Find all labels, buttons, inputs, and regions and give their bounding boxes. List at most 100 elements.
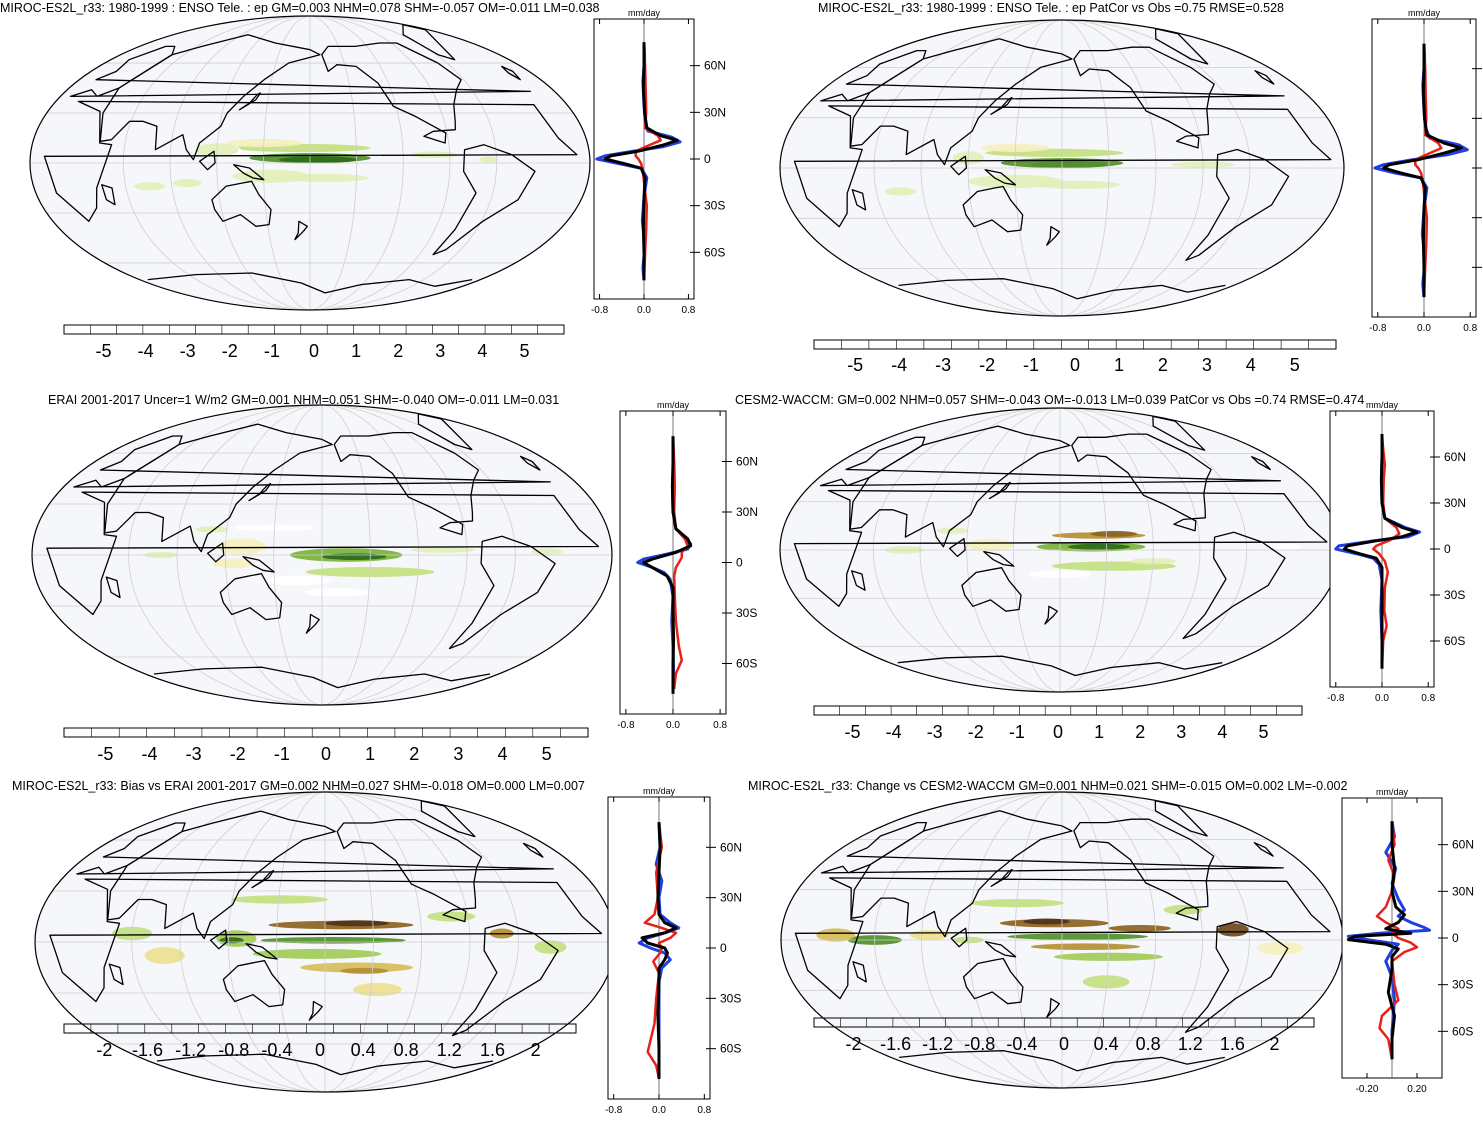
meridian-line bbox=[179, 792, 326, 1092]
x-tick-label: 0.8 bbox=[697, 1105, 711, 1116]
zonal-profile: mm/day 60N 30N 0 30S 60S -0.20 0.20 bbox=[1341, 787, 1474, 1095]
colorbar-tick-label: 0 bbox=[1059, 1034, 1069, 1054]
anomaly-region bbox=[173, 178, 202, 188]
coastline-africa bbox=[794, 877, 1331, 1000]
colorbar-tick-label: -4 bbox=[891, 355, 907, 375]
series-black bbox=[1346, 821, 1413, 1060]
panel-2: MIROC-ES2L_r33: 1980-1999 : ENSO Tele. :… bbox=[779, 1, 1482, 375]
coastline-greenland bbox=[420, 800, 476, 838]
anomaly-region bbox=[144, 947, 185, 964]
coastline-australia bbox=[222, 960, 286, 1008]
colorbar-tick-label: -3 bbox=[935, 355, 951, 375]
coastline-japan bbox=[990, 868, 1013, 887]
lat-tick-label: 60N bbox=[720, 840, 742, 854]
colorbar-tick-label: 1.2 bbox=[1178, 1034, 1203, 1054]
coastline-new-guinea bbox=[233, 164, 265, 181]
anomaly-region bbox=[231, 895, 328, 904]
colorbar-tick-label: -1 bbox=[264, 341, 280, 361]
anomaly-region bbox=[195, 526, 228, 533]
colorbar-tick-label: 0 bbox=[1070, 355, 1080, 375]
coastline-borneo bbox=[209, 929, 228, 950]
colorbar-frame bbox=[63, 1023, 577, 1034]
zonal-xlabel: mm/day bbox=[1408, 8, 1441, 18]
colorbar-tick-label: -5 bbox=[847, 355, 863, 375]
coastline-uk bbox=[1251, 456, 1271, 471]
meridian-line bbox=[309, 16, 498, 310]
panel-title: ERAI 2001-2017 Uncer=1 W/m2 GM=0.001 NHM… bbox=[48, 393, 559, 407]
colorbar-tick-label: 4 bbox=[497, 744, 507, 764]
coastline-south-america bbox=[451, 922, 559, 1037]
meridian-line bbox=[1059, 408, 1248, 692]
colorbar-tick-label: 5 bbox=[1290, 355, 1300, 375]
panel-1: MIROC-ES2L_r33: 1980-1999 : ENSO Tele. :… bbox=[0, 1, 726, 361]
coastline-madagascar bbox=[105, 576, 121, 599]
anomaly-region bbox=[322, 553, 387, 560]
colorbar-tick-label: 1 bbox=[1094, 722, 1104, 742]
map-content bbox=[780, 20, 1344, 316]
colorbar-tick-label: -2 bbox=[96, 1040, 112, 1060]
meridian-line bbox=[276, 792, 326, 1092]
colorbar-tick-label: 1 bbox=[1114, 355, 1124, 375]
zonal-xlabel: mm/day bbox=[628, 8, 661, 18]
anomaly-region bbox=[479, 156, 499, 163]
colorbar-tick-label: -0.4 bbox=[1006, 1034, 1037, 1054]
meridian-line bbox=[1061, 20, 1204, 316]
coastline-europe bbox=[820, 821, 1284, 874]
coastline-australia bbox=[962, 957, 1024, 1005]
anomaly-region bbox=[266, 575, 331, 586]
map-border bbox=[31, 404, 613, 706]
anomaly-region bbox=[260, 937, 406, 944]
panel-title: MIROC-ES2L_r33: Change vs CESM2-WACCM GM… bbox=[748, 779, 1347, 793]
colorbar: -5 -4 -3 -2 -1 0 1 2 3 4 5 bbox=[813, 339, 1337, 375]
meridian-line bbox=[324, 792, 374, 1092]
coastline-europe bbox=[73, 435, 551, 488]
colorbar-tick-label: 0.4 bbox=[1094, 1034, 1119, 1054]
coastline-japan bbox=[990, 96, 1013, 115]
meridian-line bbox=[273, 405, 323, 705]
x-tick-label: 0.8 bbox=[681, 305, 695, 316]
colorbar-frame bbox=[63, 324, 565, 335]
meridian-line bbox=[131, 792, 326, 1092]
anomaly-region bbox=[1269, 543, 1302, 550]
meridian-line bbox=[309, 16, 404, 310]
series-black bbox=[642, 436, 693, 694]
colorbar-frame bbox=[813, 1017, 1315, 1028]
colorbar-tick-label: 5 bbox=[542, 744, 552, 764]
panel-4: CESM2-WACCM: GM=0.002 NHM=0.057 SHM=-0.0… bbox=[735, 393, 1466, 742]
meridian-line bbox=[324, 792, 519, 1092]
colorbar-tick-label: 5 bbox=[1258, 722, 1268, 742]
zonal-profile: mm/day 60N 30N 0 30S 60S -0.8 0.0 0.8 bbox=[1327, 400, 1466, 704]
colorbar-tick-label: 2 bbox=[1135, 722, 1145, 742]
anomaly-region bbox=[410, 546, 475, 553]
zonal-profile: mm/day 60N 30N 0 30S 60S -0.8 0.0 0.8 bbox=[605, 786, 742, 1116]
anomaly-region bbox=[305, 588, 370, 597]
panel-title: MIROC-ES2L_r33: Bias vs ERAI 2001-2017 G… bbox=[12, 779, 585, 793]
coastline-greenland bbox=[1154, 800, 1208, 837]
anomaly-region bbox=[937, 527, 969, 534]
anomaly-region bbox=[1030, 161, 1110, 168]
x-tick-label: 0.0 bbox=[1375, 693, 1389, 704]
anomaly-region bbox=[1090, 530, 1138, 537]
lat-tick-label: 60N bbox=[736, 455, 758, 469]
colorbar-frame bbox=[63, 727, 589, 738]
coastline-new-guinea bbox=[245, 943, 278, 960]
anomaly-region bbox=[884, 187, 917, 196]
series-red bbox=[634, 42, 662, 281]
meridian-line bbox=[921, 792, 1063, 1088]
colorbar-tick-label: 1 bbox=[365, 744, 375, 764]
colorbar-tick-label: 2 bbox=[409, 744, 419, 764]
lat-tick-label: 30S bbox=[1452, 978, 1473, 992]
coastline-greenland bbox=[417, 413, 473, 451]
coastline-europe bbox=[819, 436, 1282, 487]
anomaly-region bbox=[324, 920, 390, 927]
anomaly-region bbox=[909, 930, 949, 940]
panel-6: MIROC-ES2L_r33: Change vs CESM2-WACCM GM… bbox=[748, 779, 1474, 1095]
meridian-line bbox=[128, 405, 323, 705]
anomaly-region bbox=[1030, 943, 1140, 950]
coastline-uk bbox=[1253, 842, 1274, 857]
coastline-africa bbox=[793, 489, 1328, 607]
coastline-asia bbox=[99, 34, 321, 161]
meridian-line bbox=[169, 16, 311, 310]
coastline-europe bbox=[76, 822, 554, 875]
meridian-line bbox=[262, 16, 311, 310]
